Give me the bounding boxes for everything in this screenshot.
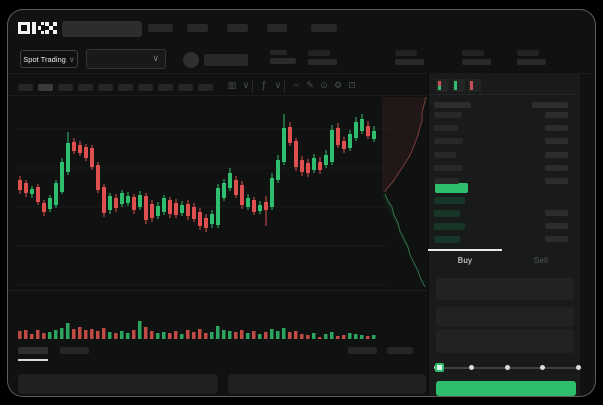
orderbook-view-asks-icon[interactable] <box>468 79 481 92</box>
ask-row-price[interactable] <box>434 138 463 144</box>
ask-row-price[interactable] <box>434 165 462 171</box>
slider-handle[interactable] <box>435 363 444 372</box>
nav-item[interactable] <box>267 24 287 32</box>
draw-icon[interactable]: ✎ <box>306 81 314 91</box>
interval-button[interactable] <box>158 84 173 91</box>
toolbar-divider <box>252 81 253 92</box>
ask-row-amount[interactable] <box>545 165 568 171</box>
interval-button[interactable] <box>138 84 153 91</box>
bid-row-price[interactable] <box>434 210 460 217</box>
candle-style-icon[interactable]: ▥ <box>227 81 237 91</box>
bid-row-amount[interactable] <box>545 223 568 229</box>
ask-row-price[interactable] <box>434 152 456 158</box>
interval-button[interactable] <box>58 84 73 91</box>
ob-header-right <box>532 102 568 108</box>
buy-tab-underline <box>428 249 502 251</box>
volume-tab[interactable] <box>18 347 48 354</box>
stat-value-placeholder <box>462 59 491 65</box>
ask-row-price[interactable] <box>434 125 458 131</box>
ask-row-amount[interactable] <box>545 112 568 118</box>
ob-header-left <box>434 102 471 108</box>
line-tool-icon[interactable]: ~ <box>292 81 300 91</box>
chevron-down-icon: ∨ <box>152 53 159 63</box>
spot-trading-label: Spot Trading <box>23 54 66 64</box>
interval-button[interactable] <box>18 84 33 91</box>
stat-label-placeholder <box>395 50 417 56</box>
interval-button[interactable] <box>178 84 193 91</box>
interval-button[interactable] <box>38 84 53 91</box>
bid-row-price[interactable] <box>434 223 465 230</box>
pair-selector-dropdown[interactable]: ∨ <box>86 49 166 69</box>
slider-dot[interactable] <box>575 365 581 370</box>
candlestick-chart <box>16 114 388 286</box>
nav-item[interactable] <box>227 24 248 32</box>
fullscreen-icon[interactable]: ⊡ <box>348 81 356 91</box>
slider-dot[interactable] <box>540 365 545 370</box>
orderbook-last-price-bar[interactable] <box>435 183 468 193</box>
stat-label-placeholder <box>462 50 484 56</box>
pair-icon <box>183 52 199 68</box>
interval-button[interactable] <box>118 84 133 91</box>
ask-row-amount[interactable] <box>545 152 568 158</box>
interval-button[interactable] <box>78 84 93 91</box>
bid-row-amount[interactable] <box>545 210 568 216</box>
chevron-down-icon: ∨ <box>68 54 75 64</box>
order-form-input[interactable] <box>436 329 574 353</box>
chevron-down-icon[interactable]: ∨ <box>274 81 282 91</box>
ask-row-amount[interactable] <box>545 138 568 144</box>
indicator-label-placeholder <box>387 347 413 354</box>
ask-row-price[interactable] <box>434 112 462 118</box>
indicators-icon[interactable]: ƒ <box>262 81 266 91</box>
toolbar-divider <box>284 81 285 92</box>
interval-button[interactable] <box>98 84 113 91</box>
tab-sell[interactable]: Sell <box>533 256 549 265</box>
depth-chart <box>382 97 427 287</box>
orderbook-view-both-icon[interactable] <box>436 79 449 92</box>
stat-label-placeholder <box>308 50 330 56</box>
nav-item[interactable] <box>148 24 173 32</box>
chevron-down-icon[interactable]: ∨ <box>242 81 250 91</box>
slider-dot[interactable] <box>469 365 474 370</box>
nav-item[interactable] <box>311 24 337 32</box>
bid-row-price[interactable] <box>434 236 460 243</box>
order-form-input[interactable] <box>436 307 574 327</box>
pair-name-placeholder <box>204 54 248 66</box>
order-form-input[interactable] <box>436 278 574 300</box>
app-window: Spot Trading ∨ ∨ Buy Sell ▥ ∨ ƒ ∨ ~ ✎ ⊙ ⚙ ⊡ <box>7 9 596 397</box>
bid-row-amount[interactable] <box>545 236 568 242</box>
screenshot-icon[interactable]: ⊙ <box>320 81 328 91</box>
stat-label-placeholder <box>517 50 539 56</box>
volume-chart <box>18 321 376 339</box>
tab-buy[interactable]: Buy <box>457 256 473 265</box>
okx-logo <box>18 22 57 34</box>
ask-row-amount[interactable] <box>545 125 568 131</box>
search-input[interactable] <box>62 21 142 37</box>
stat-value-placeholder <box>517 59 546 65</box>
nav-item[interactable] <box>187 24 208 32</box>
interval-button[interactable] <box>198 84 213 91</box>
spot-trading-dropdown[interactable]: Spot Trading ∨ <box>20 50 78 68</box>
volume-tab[interactable] <box>60 347 89 354</box>
buy-submit-button[interactable] <box>436 381 576 396</box>
bid-row-price[interactable] <box>434 197 465 204</box>
assets-button[interactable] <box>228 374 426 394</box>
ask-row-amount[interactable] <box>545 178 568 184</box>
stat-value-placeholder <box>395 59 424 65</box>
amount-slider[interactable] <box>433 362 581 374</box>
price-change-placeholder <box>270 58 296 64</box>
orderbook-view-bids-icon[interactable] <box>452 79 465 92</box>
volume-tab-underline <box>18 359 48 361</box>
slider-dot[interactable] <box>504 365 510 370</box>
settings-icon[interactable]: ⚙ <box>333 81 343 91</box>
last-price-placeholder <box>270 50 287 55</box>
indicator-label-placeholder <box>348 347 377 354</box>
orders-button[interactable] <box>18 374 218 394</box>
stat-value-placeholder <box>308 59 337 65</box>
ask-row-price[interactable] <box>434 178 459 184</box>
